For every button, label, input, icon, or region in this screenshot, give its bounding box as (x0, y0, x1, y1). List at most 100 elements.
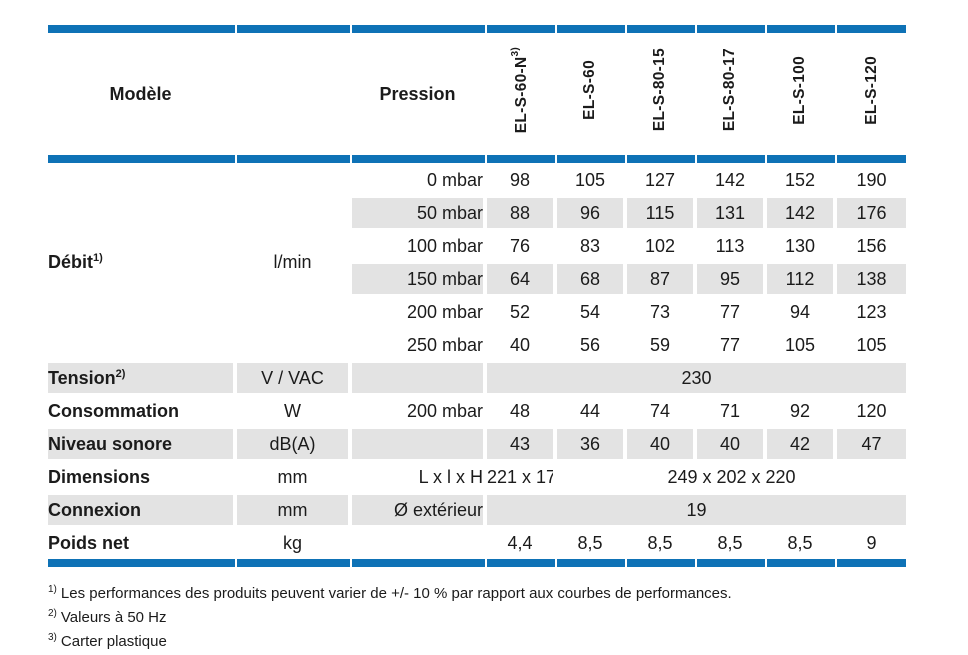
pressure-cell: 0 mbar (352, 163, 487, 196)
pressure-cell (352, 427, 487, 460)
value-cell-span: 19 (487, 493, 906, 526)
footnote-3: 3) Carter plastique (48, 632, 167, 650)
footnote-2: 2) Valeurs à 50 Hz (48, 608, 167, 626)
value-cell: 138 (837, 262, 906, 295)
value-cell: 83 (557, 229, 627, 262)
value-cell: 40 (627, 427, 697, 460)
model-column-header: EL-S-100 (767, 33, 837, 155)
pressure-cell (352, 361, 487, 394)
value-cell: 112 (767, 262, 837, 295)
table-row: 200 mbar 52 54 73 77 94 123 (48, 295, 906, 328)
row-unit: V / VAC (237, 361, 352, 394)
value-cell: 92 (767, 394, 837, 427)
value-cell: 40 (487, 328, 557, 361)
header-separator-bar (48, 155, 906, 163)
value-cell: 8,5 (557, 526, 627, 559)
table-row: Débit1) l/min 0 mbar 98 105 127 142 152 … (48, 163, 906, 361)
value-cell: 64 (487, 262, 557, 295)
column-header-pression: Pression (352, 33, 487, 155)
value-cell: 176 (837, 196, 906, 229)
pressure-cell: 250 mbar (352, 328, 487, 361)
table-row: Niveau sonore dB(A) 43 36 40 40 42 47 (48, 427, 906, 460)
value-cell: 102 (627, 229, 697, 262)
value-cell: 4,4 (487, 526, 557, 559)
model-column-header: EL-S-60 (557, 33, 627, 155)
value-cell: 95 (697, 262, 767, 295)
top-accent-bar (48, 25, 906, 33)
row-unit: l/min (237, 163, 352, 361)
row-label-poids-net: Poids net (48, 526, 237, 559)
value-cell: 152 (767, 163, 837, 196)
header-row: Modèle Pression EL-S-60-N3) EL-S-60 EL-S… (48, 33, 906, 155)
value-cell: 42 (767, 427, 837, 460)
table-row: 150 mbar 64 68 87 95 112 138 (48, 262, 906, 295)
value-cell: 98 (487, 163, 557, 196)
table-row: Dimensions mm L x l x H 221 x 177 x 200 … (48, 460, 906, 493)
value-cell: 120 (837, 394, 906, 427)
value-cell: 54 (557, 295, 627, 328)
value-cell: 59 (627, 328, 697, 361)
value-cell: 9 (837, 526, 906, 559)
model-column-header: EL-S-80-17 (697, 33, 767, 155)
bottom-accent-bar (48, 559, 906, 567)
footnote-marker: 2) (115, 367, 126, 380)
column-header-modele: Modèle (48, 33, 237, 155)
value-cell: 8,5 (627, 526, 697, 559)
value-cell: 88 (487, 196, 557, 229)
table-row: Poids net kg 4,4 8,5 8,5 8,5 8,5 9 (48, 526, 906, 559)
row-label-niveau-sonore: Niveau sonore (48, 427, 237, 460)
pressure-cell: 100 mbar (352, 229, 487, 262)
model-column-header: EL-S-120 (837, 33, 906, 155)
value-cell: 36 (557, 427, 627, 460)
value-cell: 115 (627, 196, 697, 229)
row-unit: mm (237, 460, 352, 493)
value-cell-span: 249 x 202 x 220 (557, 460, 906, 493)
value-cell: 40 (697, 427, 767, 460)
value-cell: 68 (557, 262, 627, 295)
value-cell: 130 (767, 229, 837, 262)
value-cell: 43 (487, 427, 557, 460)
pressure-cell: Ø extérieur (352, 493, 487, 526)
value-cell: 142 (697, 163, 767, 196)
value-cell: 47 (837, 427, 906, 460)
footnote-marker: 2) (48, 608, 57, 619)
row-unit: kg (237, 526, 352, 559)
table-row: 250 mbar 40 56 59 77 105 105 (48, 328, 906, 361)
pressure-cell: 150 mbar (352, 262, 487, 295)
value-cell: 71 (697, 394, 767, 427)
value-cell-span: 230 (487, 361, 906, 394)
footnote-marker: 1) (48, 584, 57, 595)
table-row: Consommation W 200 mbar 48 44 74 71 92 1… (48, 394, 906, 427)
value-cell: 94 (767, 295, 837, 328)
value-cell: 76 (487, 229, 557, 262)
row-label-connexion: Connexion (48, 493, 237, 526)
value-cell: 48 (487, 394, 557, 427)
row-label-consommation: Consommation (48, 394, 237, 427)
pressure-cell (352, 526, 487, 559)
row-label-tension: Tension2) (48, 361, 237, 394)
row-unit: mm (237, 493, 352, 526)
value-cell: 73 (627, 295, 697, 328)
value-cell: 105 (557, 163, 627, 196)
table-row: Connexion mm Ø extérieur 19 (48, 493, 906, 526)
value-cell-small: 221 x 177 x 200 (487, 460, 557, 493)
value-cell: 113 (697, 229, 767, 262)
footnote-marker: 3) (509, 46, 521, 57)
pressure-cell: L x l x H (352, 460, 487, 493)
value-cell: 87 (627, 262, 697, 295)
value-cell: 77 (697, 328, 767, 361)
pressure-cell: 200 mbar (352, 394, 487, 427)
footnote-marker: 1) (93, 252, 103, 264)
value-cell: 8,5 (767, 526, 837, 559)
row-unit: W (237, 394, 352, 427)
value-cell: 190 (837, 163, 906, 196)
pressure-cell: 50 mbar (352, 196, 487, 229)
value-cell: 96 (557, 196, 627, 229)
model-column-header: EL-S-60-N3) (487, 33, 557, 155)
table-row: Tension2) V / VAC 230 (48, 361, 906, 394)
value-cell: 74 (627, 394, 697, 427)
value-cell: 8,5 (697, 526, 767, 559)
spec-table: Modèle Pression EL-S-60-N3) EL-S-60 EL-S… (48, 25, 906, 567)
value-cell: 156 (837, 229, 906, 262)
